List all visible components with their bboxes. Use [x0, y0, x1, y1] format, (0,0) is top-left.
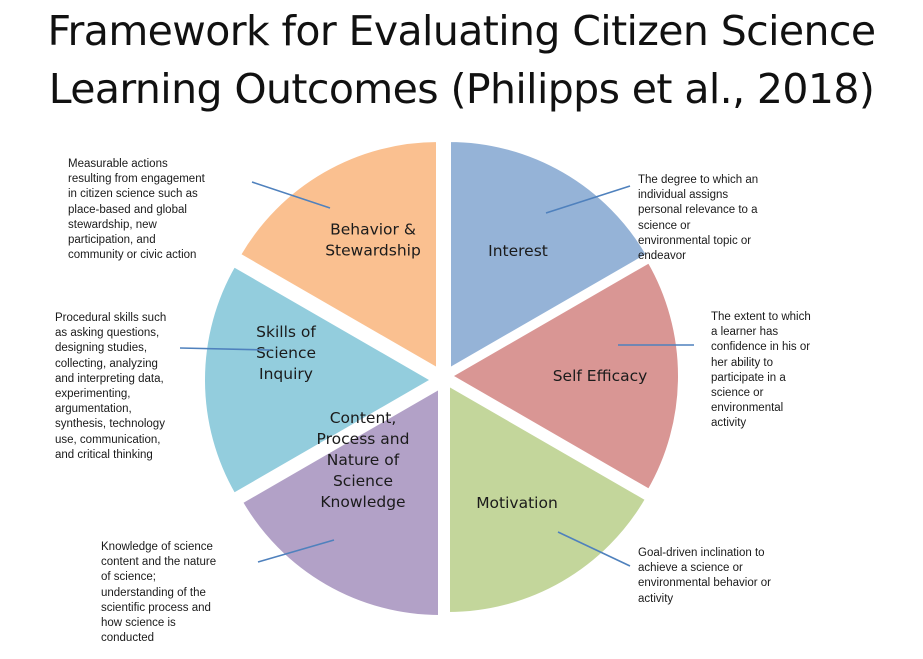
- segment-label-line: Content,: [330, 409, 397, 427]
- connector-motivation: [557, 531, 631, 567]
- connector-skills: [179, 347, 271, 351]
- segment-label-line: Science: [333, 472, 393, 490]
- title-line-1: Framework for Evaluating Citizen Science: [47, 7, 877, 55]
- description-self-efficacy: The extent to which a learner has confid…: [711, 311, 811, 430]
- segment-label-line: Behavior &: [330, 221, 416, 239]
- segment-label-self-efficacy: Self Efficacy: [553, 367, 648, 385]
- segment-self-efficacy: [448, 259, 682, 493]
- connector-behavior: [251, 181, 331, 209]
- segment-label-line: Inquiry: [259, 365, 313, 383]
- segment-label-line: Process and: [317, 430, 410, 448]
- segment-motivation: [446, 382, 650, 616]
- description-behavior: Measurable actions resulting from engage…: [68, 158, 205, 262]
- segment-label-skills: Skills of Science Inquiry: [256, 323, 316, 383]
- segment-behavior: [236, 138, 440, 372]
- segment-label-line: Knowledge: [320, 493, 405, 511]
- segment-label-line: Stewardship: [325, 242, 421, 260]
- connector-interest: [545, 185, 631, 214]
- segment-label-content: Content, Process and Nature of Science Knowl…: [317, 409, 410, 511]
- segment-label-line: Interest: [488, 242, 548, 260]
- segment-skills: [201, 263, 435, 497]
- page-title: Framework for Evaluating Citizen Science…: [0, 2, 923, 118]
- segment-interest: [447, 138, 651, 372]
- segment-content: [238, 385, 442, 619]
- connector-content: [257, 539, 335, 563]
- segment-label-motivation: Motivation: [476, 494, 558, 512]
- description-content: Knowledge of science content and the nat…: [101, 541, 217, 645]
- description-motivation: Goal-driven inclination to achieve a sci…: [638, 547, 771, 605]
- segment-label-line: Self Efficacy: [553, 367, 648, 385]
- segment-label-behavior: Behavior & Stewardship: [325, 221, 421, 260]
- segment-label-line: Nature of: [327, 451, 400, 469]
- description-interest: The degree to which an individual assign…: [638, 174, 759, 263]
- segment-label-line: Skills of: [256, 323, 316, 341]
- segment-label-interest: Interest: [488, 242, 548, 260]
- description-skills: Procedural skills such as asking questio…: [55, 312, 167, 461]
- segment-label-line: Motivation: [476, 494, 558, 512]
- title-line-2: Learning Outcomes (Philipps et al., 2018…: [48, 65, 875, 113]
- segment-label-line: Science: [256, 344, 316, 362]
